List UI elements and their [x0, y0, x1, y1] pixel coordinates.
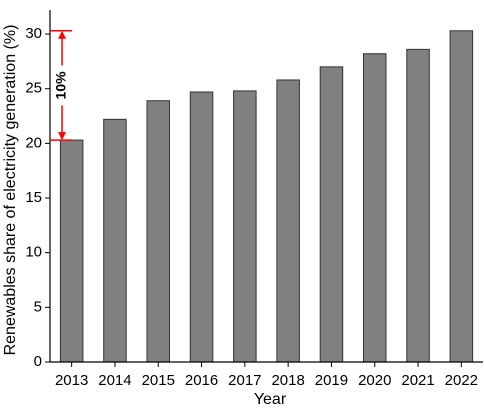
y-tick-label: 10	[25, 244, 42, 261]
x-tick-label: 2013	[55, 372, 88, 389]
bar	[406, 48, 430, 363]
y-tick-label: 20	[25, 134, 42, 151]
y-tick-label: 30	[25, 25, 42, 42]
arrow-head	[58, 132, 66, 141]
x-tick-label: 2014	[98, 372, 131, 389]
x-tick-label: 2016	[185, 372, 218, 389]
x-tick-label: 2022	[445, 372, 478, 389]
bar	[103, 118, 127, 363]
bar	[233, 90, 257, 363]
y-tick-label: 5	[34, 298, 42, 315]
x-tick-label: 2015	[142, 372, 175, 389]
arrow-head	[58, 30, 66, 39]
bar	[276, 79, 300, 363]
x-tick-label: 2018	[271, 372, 304, 389]
y-tick-label: 25	[25, 80, 42, 97]
y-tick-label: 15	[25, 189, 42, 206]
bar	[319, 66, 344, 363]
x-tick-label: 2020	[358, 372, 391, 389]
x-axis-label: Year	[254, 391, 287, 408]
bar	[146, 100, 171, 363]
x-tick-label: 2019	[315, 372, 348, 389]
y-axis-label: Renewables share of electricity generati…	[2, 25, 19, 356]
x-tick-label: 2017	[228, 372, 261, 389]
y-tick-label: 0	[34, 353, 42, 370]
bar	[362, 53, 387, 363]
bar	[449, 30, 474, 363]
bar	[189, 91, 214, 363]
annotation-text: 10%	[53, 71, 69, 100]
bar	[59, 139, 84, 363]
annotation-bg	[54, 65, 70, 106]
x-tick-label: 2021	[401, 372, 434, 389]
